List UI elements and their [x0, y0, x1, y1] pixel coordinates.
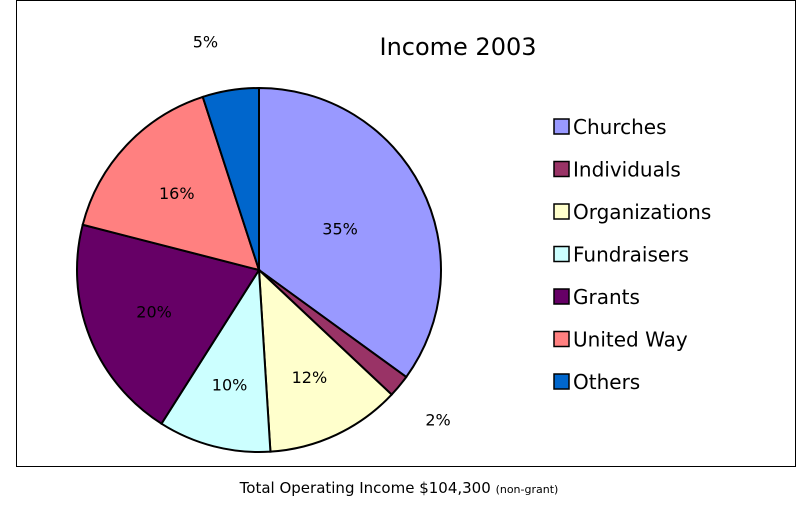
caption-note: (non-grant) [495, 483, 559, 496]
legend: Churches Individuals Organizations Fundrais… [553, 115, 711, 394]
pie-slice-fundraisers [160, 266, 272, 453]
legend-label-others: Others [573, 370, 640, 394]
legend-swatch-individuals [553, 160, 570, 178]
legend-swatch-united-way [553, 330, 570, 348]
legend-label-united-way: United Way [573, 328, 688, 352]
legend-swatch-grants [553, 288, 570, 305]
slice-label-grants: 20% [136, 303, 172, 322]
slice-labels: 35% 2% 12% 10% 20% 16% 5% [136, 32, 450, 429]
legend-swatch-fundraisers [553, 245, 570, 263]
legend-label-grants: Grants [573, 285, 640, 309]
legend-label-organizations: Organizations [573, 200, 711, 224]
legend-swatch-organizations [553, 203, 570, 220]
slice-label-united-way: 16% [159, 184, 195, 203]
legend-swatch-churches [553, 118, 570, 135]
chart-title: Income 2003 [379, 33, 536, 61]
slice-label-fundraisers: 10% [212, 376, 248, 395]
pie-slice-united-way [81, 95, 261, 272]
caption-main: Total Operating Income $104,300 [239, 479, 491, 497]
pie-slice-others [201, 86, 260, 271]
pie-chart: Income 2003 35% 2% 12% 10% 20% 16% 5% Churches… [76, 32, 711, 453]
legend-label-fundraisers: Fundraisers [573, 243, 689, 267]
legend-swatch-others [553, 373, 570, 390]
pie-slices [76, 86, 442, 453]
pie-slice-organizations [257, 267, 394, 453]
legend-label-individuals: Individuals [573, 158, 681, 182]
legend-label-churches: Churches [573, 115, 667, 139]
slice-label-churches: 35% [322, 220, 358, 239]
pie-slice-churches [258, 86, 442, 379]
slice-label-individuals: 2% [425, 411, 450, 430]
slice-label-organizations: 12% [292, 368, 328, 387]
pie-slice-grants [76, 223, 261, 426]
caption: Total Operating Income $104,300 (non-gra… [0, 479, 798, 497]
slice-label-others: 5% [193, 32, 218, 51]
chart-frame: Income 2003 35% 2% 12% 10% 20% 16% 5% Churches… [16, 0, 796, 467]
